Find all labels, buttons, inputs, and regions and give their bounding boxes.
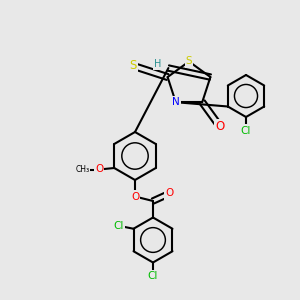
Text: S: S — [130, 59, 137, 72]
Text: O: O — [215, 120, 224, 133]
Text: CH₃: CH₃ — [76, 165, 90, 174]
Text: Cl: Cl — [241, 125, 251, 136]
Text: O: O — [131, 191, 139, 202]
Text: H: H — [154, 58, 162, 68]
Text: O: O — [165, 188, 174, 199]
Text: O: O — [95, 164, 103, 175]
Text: Cl: Cl — [113, 221, 124, 231]
Text: N: N — [172, 97, 180, 107]
Text: Cl: Cl — [148, 271, 158, 281]
Text: S: S — [186, 56, 192, 67]
